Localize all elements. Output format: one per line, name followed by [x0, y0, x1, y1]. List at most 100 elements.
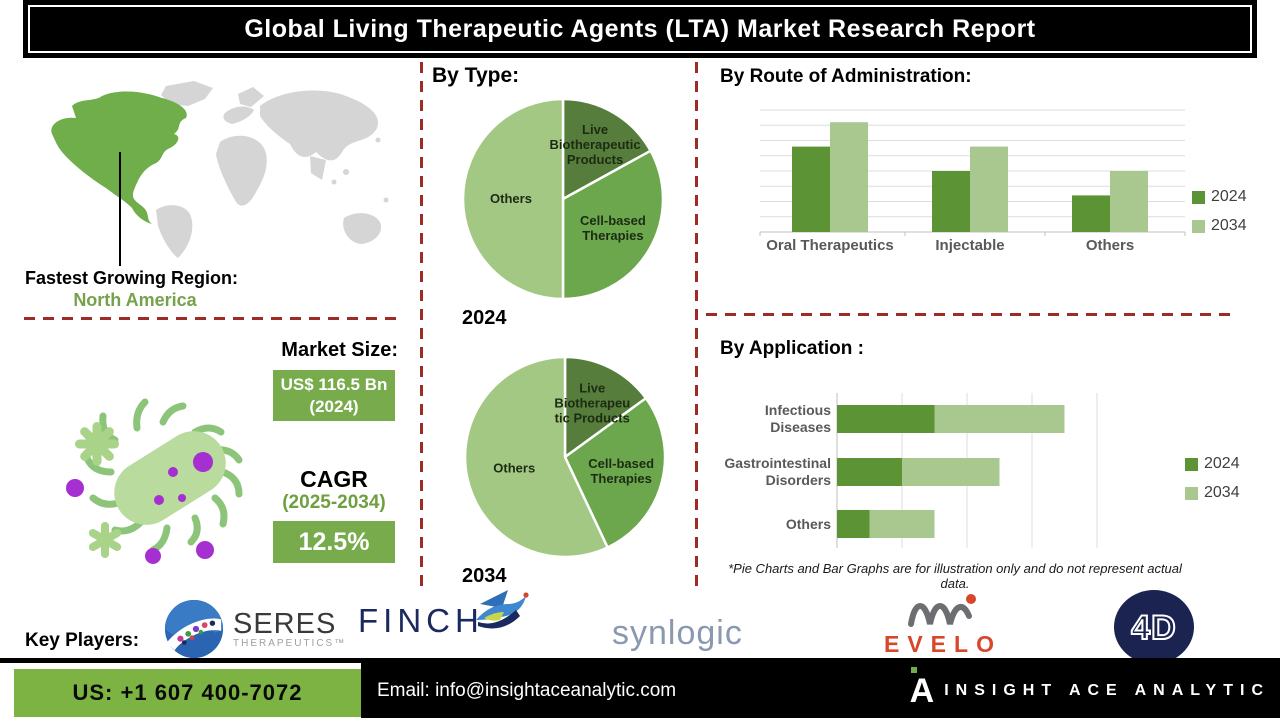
evelo-squiggle-icon [907, 594, 976, 627]
chart-disclaimer: *Pie Charts and Bar Graphs are for illus… [728, 561, 1182, 591]
island-dot [369, 127, 375, 133]
synlogic-wordmark: synlogic [612, 614, 743, 652]
seres-subtitle: THERAPEUTICS™ [233, 637, 347, 649]
footer-phone-box: US: +1 607 400-7072 [14, 669, 361, 717]
title-frame: Global Living Therapeutic Agents (LTA) M… [28, 5, 1252, 53]
insight-ace-logo-icon: A [910, 666, 934, 708]
seres-logo: SERES THERAPEUTICS™ [163, 598, 346, 660]
bar-2024-0 [792, 146, 830, 232]
legend-item-2034: 2034 [1192, 217, 1247, 235]
category-label: Others [1086, 237, 1134, 254]
route-chart-legend: 2024 2034 [1192, 188, 1247, 235]
fourd-logo-icon: 4D [1114, 590, 1194, 664]
europe-shape [223, 106, 254, 124]
cagr-value-box: 12.5% [273, 521, 395, 563]
floating-dots [66, 479, 214, 564]
spore-gear-icon [88, 522, 122, 558]
finch-logo: FINCH [358, 590, 529, 640]
market-size-value: US$ 116.5 Bn [280, 374, 388, 394]
by-application-heading: By Application : [720, 338, 864, 359]
application-bar-chart: Infectious Diseases Gastrointestinal Disord… [725, 393, 1098, 548]
africa-shape [216, 135, 267, 206]
market-size-heading: Market Size: [281, 339, 398, 361]
route-bar-chart: Oral Therapeutics Injectable Others [759, 109, 1186, 254]
application-chart-legend: 2024 2034 [1185, 455, 1240, 502]
bar-2034-1 [970, 146, 1008, 232]
cagr-value: 12.5% [298, 527, 370, 556]
pie-slice-label: Cell-based Therapies [588, 456, 654, 486]
australia-shape [343, 213, 382, 244]
title-bar: Global Living Therapeutic Agents (LTA) M… [23, 0, 1257, 58]
pie-slice [561, 97, 652, 201]
island-dot [375, 137, 381, 143]
pie-chart-2034: Live Biotherapeu tic Products Cell-based The… [463, 355, 667, 559]
cagr-label: CAGR [300, 466, 368, 492]
pie-slice-label: Others [493, 460, 535, 475]
by-route-heading: By Route of Administration: [720, 66, 972, 87]
region-label: Fastest Growing Region: [25, 268, 239, 288]
legend-swatch-2034 [1192, 219, 1205, 233]
legend-swatch-2034 [1185, 486, 1198, 500]
by-type-heading: By Type: [432, 64, 520, 87]
legend-label-2024: 2024 [1204, 455, 1240, 472]
greenland-shape [161, 81, 213, 106]
divider-left-middle [420, 62, 423, 586]
hbar-2034-0 [934, 405, 1065, 433]
category-label: Infectious Diseases [765, 402, 831, 435]
hbar-2034-1 [902, 458, 1000, 486]
bar-2034-2 [1110, 171, 1148, 232]
evelo-wordmark: EVELO [884, 631, 1002, 657]
bacterium-body [114, 431, 226, 525]
hbar-2024-0 [837, 405, 935, 433]
hbar-2024-2 [837, 510, 870, 538]
insight-ace-wordmark: INSIGHT ACE ANALYTIC [944, 681, 1270, 699]
pie-2024-year-label: 2024 [462, 307, 507, 329]
category-label: Gastrointestinal Disorders [725, 455, 831, 488]
finch-bird-icon [476, 590, 529, 629]
bar-2024-2 [1072, 195, 1110, 232]
india-shape [310, 156, 326, 180]
footer-phone: US: +1 607 400-7072 [72, 680, 303, 705]
seres-logo-icon [164, 599, 224, 659]
bacteria-icon [66, 398, 243, 564]
pie-chart-2024: Live Biotherapeutic Products Cell-based Ther… [461, 97, 665, 301]
pie-slice [463, 355, 609, 559]
region-value: North America [73, 290, 197, 310]
scandinavia-shape [238, 87, 264, 107]
island-dot [331, 179, 337, 185]
footer-bar: Email: info@insightaceanalytic.com A INS… [361, 663, 1280, 718]
category-label: Injectable [935, 237, 1004, 254]
fourd-wordmark: 4D [1131, 609, 1176, 647]
spore-star-icon [75, 422, 119, 466]
market-size-value-box: US$ 116.5 Bn (2024) [273, 370, 395, 421]
footer-email: Email: info@insightaceanalytic.com [377, 679, 677, 701]
category-label: Oral Therapeutics [766, 237, 894, 254]
evelo-logo: EVELO [884, 590, 1002, 658]
asia-shape [260, 90, 379, 161]
category-label: Others [786, 516, 831, 532]
legend-label-2024: 2024 [1211, 188, 1247, 205]
region-pointer-line [119, 152, 121, 266]
island-dot [383, 197, 389, 203]
legend-label-2034: 2034 [1211, 217, 1247, 234]
legend-item-2024: 2024 [1192, 188, 1247, 206]
bar-2034-0 [830, 122, 868, 232]
cagr-period: (2025-2034) [282, 492, 386, 513]
pie-slice [563, 355, 648, 459]
left-divider-line [24, 317, 396, 320]
south-america-shape [156, 205, 193, 258]
hbar-2024-1 [837, 458, 902, 486]
island-dot [343, 169, 349, 175]
bar-2024-1 [932, 171, 970, 232]
pie-slice-label: Live Biotherapeu tic Products [554, 381, 630, 426]
legend-item-2024: 2024 [1185, 455, 1240, 473]
legend-swatch-2024 [1185, 457, 1198, 471]
pie-slice [563, 396, 667, 549]
legend-swatch-2024 [1192, 190, 1205, 204]
legend-item-2034: 2034 [1185, 484, 1240, 502]
key-players-label: Key Players: [25, 630, 140, 651]
fourd-logo: 4D [1112, 588, 1196, 671]
finch-wordmark: FINCH [358, 602, 484, 639]
insight-ace-brand: A INSIGHT ACE ANALYTIC [910, 666, 1270, 708]
page-title: Global Living Therapeutic Agents (LTA) M… [244, 14, 1036, 43]
